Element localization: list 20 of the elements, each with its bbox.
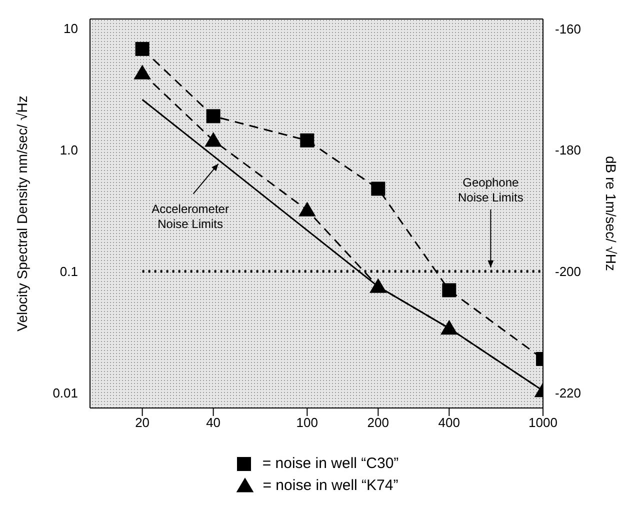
x-tick-label: 40 <box>206 415 221 430</box>
y2-tick-label: -180 <box>555 142 582 158</box>
y2-axis-title: dB re 1m/sec/ √Hz <box>603 156 620 272</box>
legend-label: = noise in well “C30” <box>262 454 399 472</box>
x-tick-label: 200 <box>367 415 390 430</box>
y-tick-label: 0.01 <box>52 385 78 400</box>
y2-tick-label: -200 <box>555 264 582 280</box>
y-tick-label: 1.0 <box>60 142 78 158</box>
y-axis-title: Velocity Spectral Density nm/sec/ √Hz <box>14 96 30 332</box>
x-tick-label: 400 <box>438 415 460 430</box>
x-tick-label: 100 <box>296 415 318 430</box>
y-tick-label: 0.1 <box>60 264 78 280</box>
y-tick-label: 10 <box>64 21 78 36</box>
x-tick-label: 20 <box>135 415 150 430</box>
y2-tick-label: -160 <box>555 21 582 36</box>
annotation: Accelerometer Noise Limits <box>152 202 229 231</box>
y2-tick-label: -220 <box>555 385 582 400</box>
x-tick-label: 1000 <box>528 415 558 430</box>
legend-label: = noise in well “K74” <box>262 476 398 494</box>
annotation: Geophone Noise Limits <box>458 175 524 204</box>
